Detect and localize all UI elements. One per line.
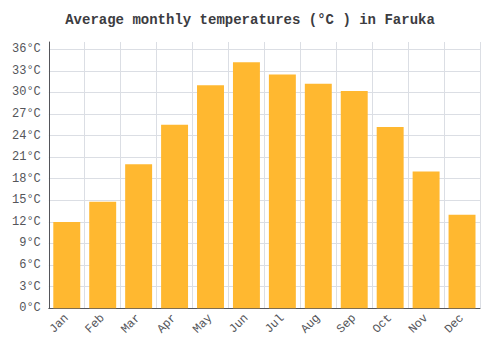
svg-text:Apr: Apr — [154, 311, 179, 336]
svg-text:Average monthly temperatures (: Average monthly temperatures (°C ) in Fa… — [65, 12, 435, 28]
svg-text:Jul: Jul — [262, 311, 287, 336]
svg-text:Nov: Nov — [406, 311, 431, 336]
svg-text:27°C: 27°C — [12, 107, 41, 121]
svg-text:33°C: 33°C — [12, 64, 41, 78]
svg-text:Feb: Feb — [82, 311, 107, 336]
svg-text:12°C: 12°C — [12, 215, 41, 229]
svg-text:Jan: Jan — [47, 311, 72, 336]
svg-text:3°C: 3°C — [19, 280, 41, 294]
svg-text:21°C: 21°C — [12, 150, 41, 164]
svg-text:Jun: Jun — [226, 311, 251, 336]
svg-text:Dec: Dec — [442, 311, 467, 336]
svg-text:Aug: Aug — [298, 311, 323, 336]
svg-text:24°C: 24°C — [12, 129, 41, 143]
svg-text:Sep: Sep — [334, 311, 359, 336]
svg-text:18°C: 18°C — [12, 172, 41, 186]
svg-text:30°C: 30°C — [12, 85, 41, 99]
svg-text:Oct: Oct — [370, 311, 395, 336]
svg-text:Mar: Mar — [118, 311, 143, 336]
svg-text:May: May — [190, 311, 215, 336]
svg-text:9°C: 9°C — [19, 236, 41, 250]
svg-text:6°C: 6°C — [19, 258, 41, 272]
svg-text:36°C: 36°C — [12, 42, 41, 56]
svg-text:15°C: 15°C — [12, 193, 41, 207]
svg-text:0°C: 0°C — [19, 301, 41, 315]
